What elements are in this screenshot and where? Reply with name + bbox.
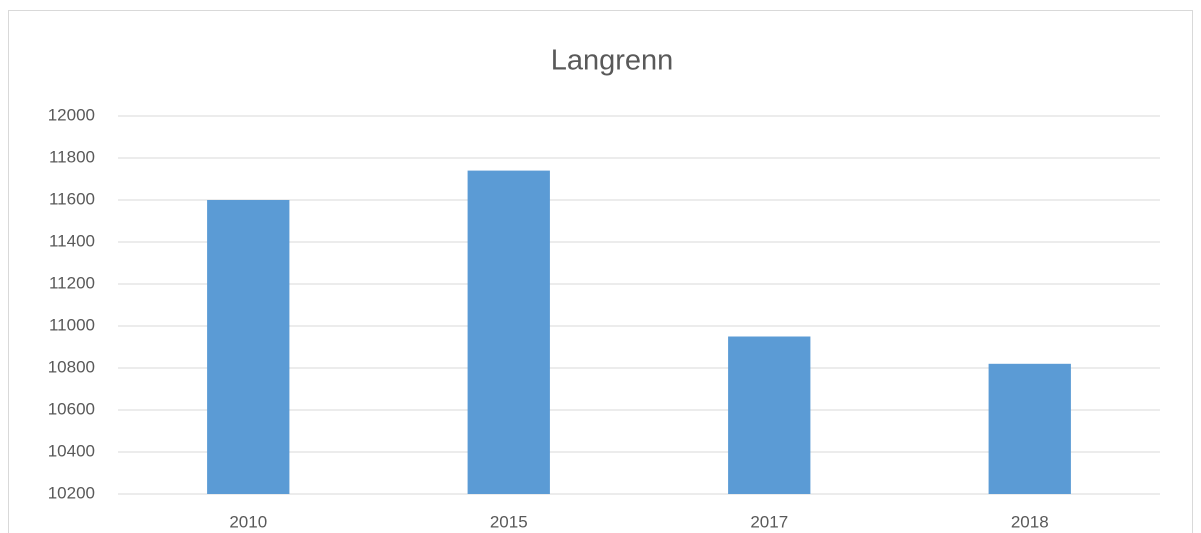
chart-title: Langrenn (551, 45, 674, 77)
y-tick-label: 10800 (48, 357, 95, 376)
x-tick-label: 2017 (750, 512, 788, 531)
y-tick-label: 11600 (49, 189, 95, 208)
bar (728, 336, 811, 494)
bar (467, 170, 550, 494)
y-tick-label: 11000 (49, 315, 95, 334)
y-tick-label: 12000 (48, 105, 95, 124)
y-tick-label: 10600 (48, 399, 95, 418)
y-tick-label: 11400 (49, 231, 95, 250)
bar (988, 363, 1071, 494)
chart-frame (8, 10, 1193, 533)
y-tick-label: 11200 (49, 273, 95, 292)
x-tick-label: 2015 (490, 512, 528, 531)
y-tick-label: 11800 (49, 147, 95, 166)
y-tick-label: 10400 (48, 441, 95, 460)
x-tick-label: 2018 (1011, 512, 1049, 531)
x-tick-label: 2010 (229, 512, 267, 531)
bar (207, 200, 290, 494)
y-tick-label: 10200 (48, 483, 95, 502)
